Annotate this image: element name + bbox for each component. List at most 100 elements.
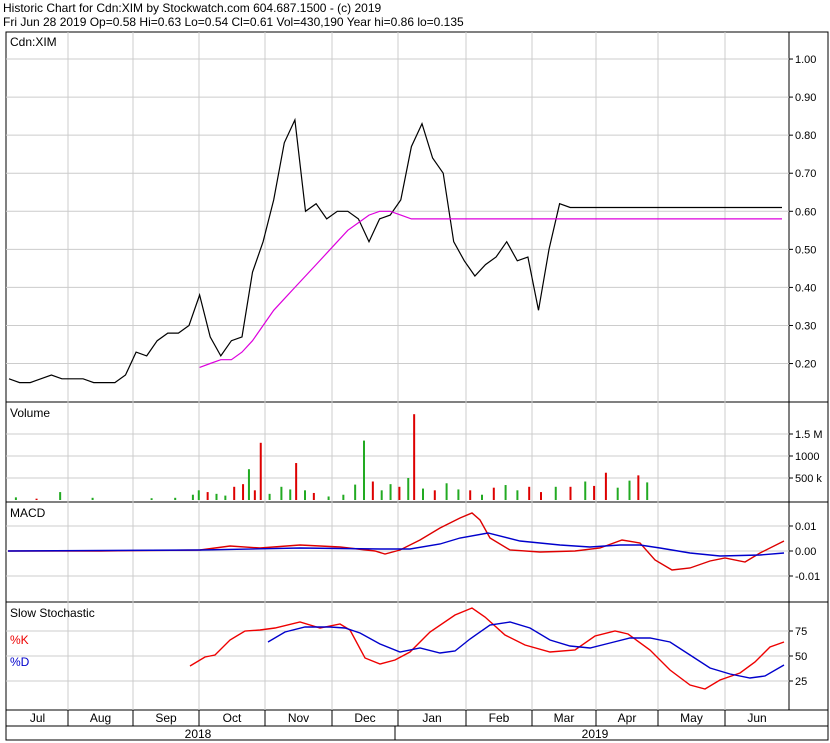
- chart-frame: [5, 31, 829, 741]
- stochastic-k-line: [189, 607, 785, 690]
- volume-bar: [259, 442, 262, 500]
- volume-bar: [215, 493, 218, 500]
- volume-bar: [295, 463, 298, 500]
- volume-bar: [342, 494, 345, 500]
- volume-bar: [247, 469, 250, 500]
- volume-bar: [540, 492, 542, 500]
- y-tick-label: 75: [795, 626, 807, 638]
- volume-bar: [14, 497, 17, 500]
- volume-bar: [363, 440, 365, 500]
- volume-bar: [616, 487, 619, 500]
- volume-bar: [289, 489, 292, 500]
- month-label: Nov: [288, 711, 309, 725]
- y-tick-label: 0.40: [795, 282, 816, 294]
- volume-bar: [312, 492, 315, 500]
- volume-bar: [413, 414, 416, 500]
- volume-bar: [174, 497, 177, 500]
- y-tick-label: -0.01: [795, 571, 820, 583]
- y-tick-label: 50: [795, 651, 807, 663]
- month-label: Aug: [90, 711, 111, 725]
- price-line: [8, 117, 782, 384]
- volume-bar: [197, 490, 200, 500]
- volume-bar: [389, 484, 392, 500]
- month-label: Mar: [554, 711, 575, 725]
- y-tick-label: 0.60: [795, 206, 816, 218]
- y-tick-label: 0.00: [795, 546, 816, 558]
- panel-title-macd: MACD: [10, 506, 46, 520]
- volume-bar: [59, 492, 62, 500]
- chart-header-title: Historic Chart for Cdn:XIM by Stockwatch…: [3, 1, 382, 15]
- y-tick-label: 0.20: [795, 359, 816, 371]
- volume-bar: [637, 475, 640, 500]
- volume-bar: [398, 486, 401, 500]
- volume-bar: [354, 484, 357, 500]
- volume-bar: [504, 485, 507, 500]
- chart-header-quote: Fri Jun 28 2019 Op=0.58 Hi=0.63 Lo=0.54 …: [3, 15, 464, 29]
- month-label: Feb: [489, 711, 510, 725]
- y-tick-label: 0.30: [795, 320, 816, 332]
- y-tick-label: 25: [795, 676, 807, 688]
- y-tick-label: 0.70: [795, 168, 816, 180]
- volume-bar: [242, 484, 245, 500]
- y-tick-label: 1.00: [795, 54, 816, 66]
- volume-bar: [593, 485, 596, 500]
- volume-bar: [445, 483, 448, 500]
- panel-title-price: Cdn:XIM: [10, 35, 57, 49]
- volume-bar: [35, 498, 38, 500]
- volume-bar: [422, 488, 424, 500]
- volume-bar: [646, 482, 649, 500]
- month-label: Jun: [747, 711, 766, 725]
- volume-bar: [224, 495, 227, 500]
- volume-bar: [233, 486, 236, 500]
- volume-bar: [457, 489, 460, 500]
- legend-d: %D: [10, 655, 30, 669]
- volume-bar: [280, 486, 283, 500]
- y-tick-label: 1000: [795, 451, 819, 463]
- moving-average-line: [199, 210, 782, 368]
- month-label: Jan: [422, 711, 441, 725]
- volume-bar: [433, 490, 436, 500]
- volume-bar: [191, 494, 194, 500]
- volume-bar: [253, 490, 256, 500]
- volume-bar: [554, 486, 557, 500]
- volume-bar: [604, 472, 607, 500]
- signal-line: [7, 532, 785, 557]
- stochastic-d-line: [267, 621, 785, 679]
- volume-bar: [206, 492, 209, 500]
- panel-title-stochastic: Slow Stochastic: [10, 606, 95, 620]
- volume-bar: [569, 486, 572, 500]
- y-tick-label: 500 k: [795, 473, 822, 485]
- volume-bar: [516, 490, 519, 500]
- volume-bar: [628, 480, 631, 500]
- legend-k: %K: [10, 633, 29, 647]
- month-label: May: [680, 711, 703, 725]
- volume-bar: [492, 487, 495, 500]
- volume-bar: [380, 490, 383, 500]
- volume-bar: [481, 494, 483, 500]
- volume-bar: [584, 481, 587, 500]
- year-label: 2018: [185, 727, 212, 741]
- month-label: Dec: [354, 711, 375, 725]
- month-label: Apr: [618, 711, 637, 725]
- month-label: Jul: [30, 711, 45, 725]
- volume-bar: [469, 490, 472, 500]
- volume-bar: [304, 490, 306, 500]
- volume-bar: [407, 478, 410, 500]
- y-tick-label: 1.5 M: [795, 429, 823, 441]
- month-label: Oct: [223, 711, 242, 725]
- y-tick-label: 0.80: [795, 130, 816, 142]
- y-tick-label: 0.50: [795, 244, 816, 256]
- volume-bar: [268, 493, 271, 500]
- volume-bar: [150, 498, 153, 500]
- year-label: 2019: [582, 727, 609, 741]
- y-tick-label: 0.90: [795, 92, 816, 104]
- month-label: Sep: [155, 711, 177, 725]
- volume-bar: [371, 481, 374, 500]
- macd-line: [8, 512, 785, 571]
- y-tick-label: 0.01: [795, 521, 816, 533]
- volume-bar: [91, 497, 94, 500]
- panel-title-volume: Volume: [10, 406, 50, 420]
- volume-bar: [327, 496, 330, 500]
